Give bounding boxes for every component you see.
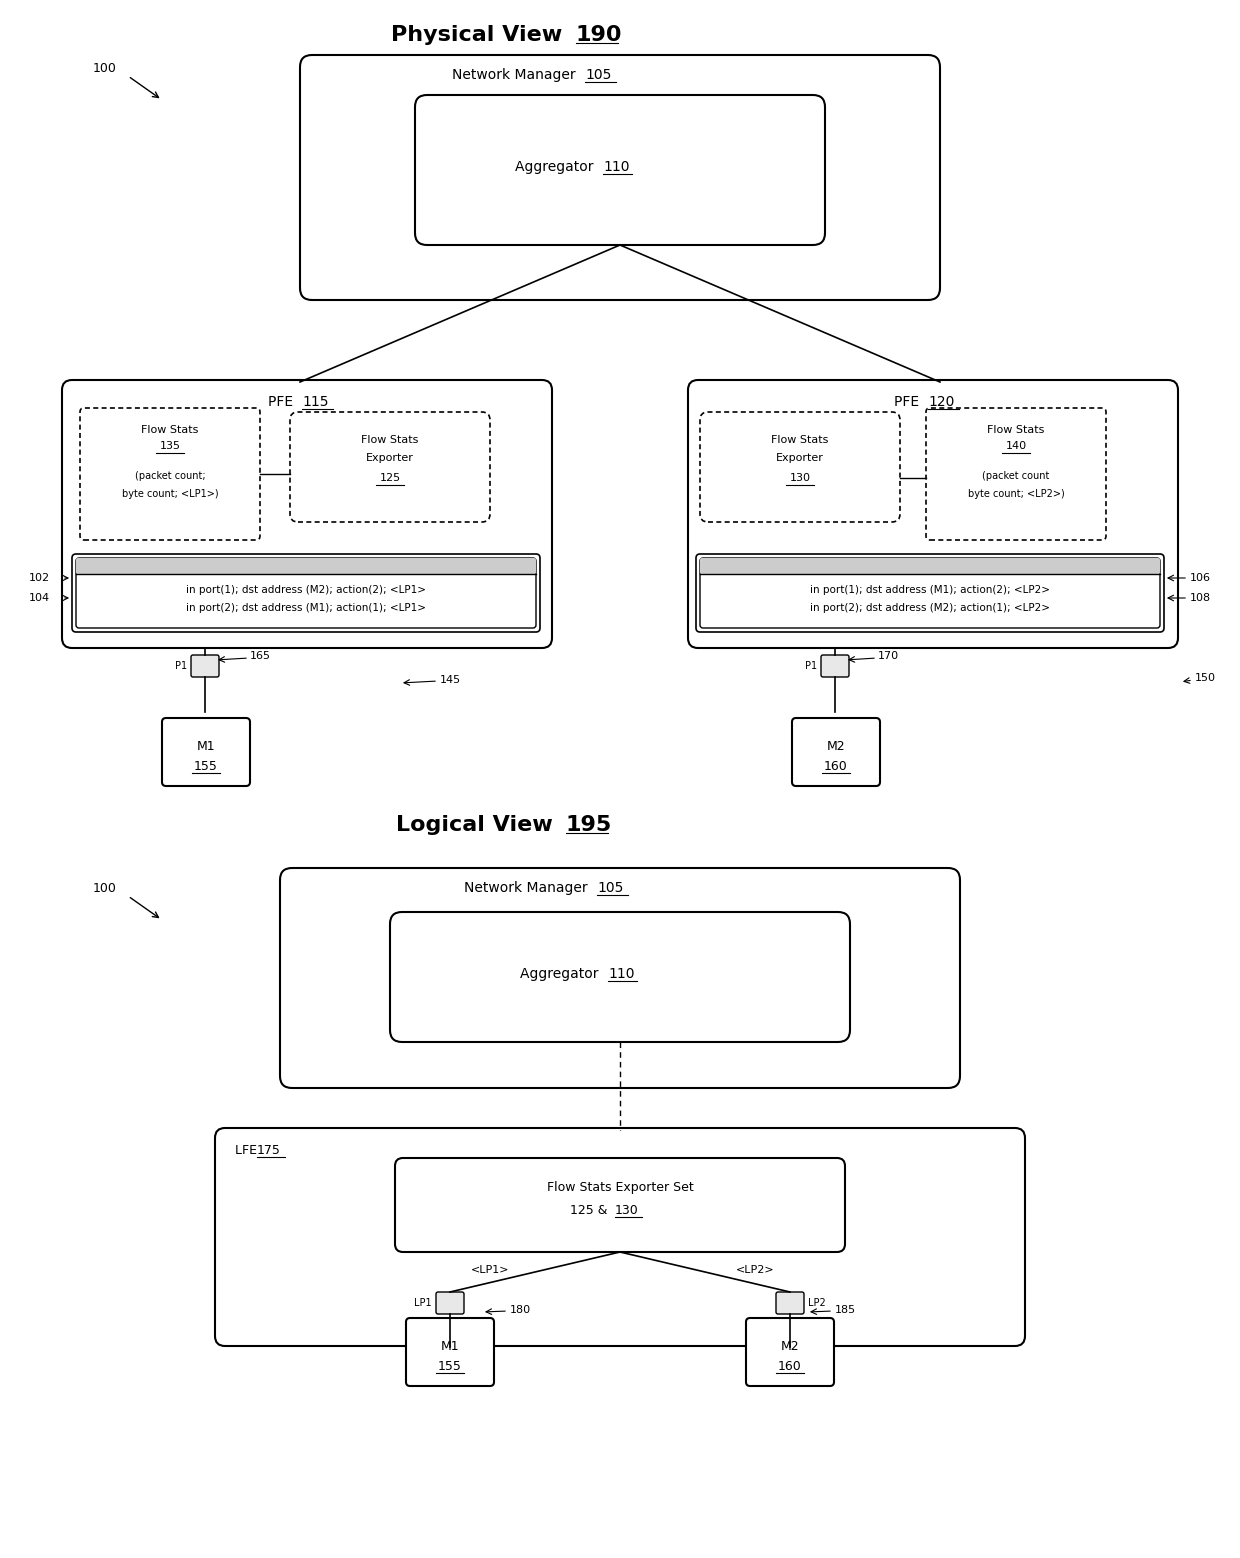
- Text: 106: 106: [1190, 573, 1211, 583]
- Text: M2: M2: [781, 1340, 800, 1352]
- Text: 140: 140: [1006, 441, 1027, 450]
- FancyBboxPatch shape: [76, 558, 536, 628]
- Text: (packet count;: (packet count;: [135, 471, 206, 481]
- Text: Flow Stats Exporter Set: Flow Stats Exporter Set: [547, 1181, 693, 1195]
- Text: 135: 135: [160, 441, 181, 450]
- Text: Exporter: Exporter: [776, 453, 823, 463]
- FancyBboxPatch shape: [290, 411, 490, 522]
- FancyBboxPatch shape: [926, 408, 1106, 541]
- Text: 110: 110: [608, 968, 635, 982]
- Text: 170: 170: [878, 651, 899, 661]
- FancyBboxPatch shape: [300, 55, 940, 301]
- Text: 102: 102: [29, 573, 50, 583]
- Text: 125: 125: [379, 474, 401, 483]
- Text: 130: 130: [790, 474, 811, 483]
- Text: Flow Stats: Flow Stats: [987, 425, 1044, 435]
- Text: 115: 115: [303, 396, 329, 410]
- Text: Flow Stats: Flow Stats: [141, 425, 198, 435]
- Text: 150: 150: [1195, 673, 1216, 682]
- FancyBboxPatch shape: [391, 911, 849, 1042]
- Text: Exporter: Exporter: [366, 453, 414, 463]
- Text: Flow Stats: Flow Stats: [361, 435, 419, 446]
- Text: 104: 104: [29, 594, 50, 603]
- FancyBboxPatch shape: [76, 558, 536, 573]
- Text: 175: 175: [257, 1144, 281, 1156]
- FancyBboxPatch shape: [701, 411, 900, 522]
- FancyBboxPatch shape: [405, 1318, 494, 1387]
- Text: 155: 155: [195, 759, 218, 773]
- FancyBboxPatch shape: [415, 95, 825, 245]
- Text: byte count; <LP2>): byte count; <LP2>): [967, 489, 1064, 499]
- Text: Network Manager: Network Manager: [464, 880, 591, 894]
- FancyBboxPatch shape: [162, 718, 250, 785]
- Text: 100: 100: [93, 61, 117, 75]
- Text: in port(2); dst address (M1); action(1); <LP1>: in port(2); dst address (M1); action(1);…: [186, 603, 427, 612]
- FancyBboxPatch shape: [436, 1292, 464, 1313]
- Text: 145: 145: [440, 675, 461, 686]
- Text: byte count; <LP1>): byte count; <LP1>): [122, 489, 218, 499]
- Text: 120: 120: [928, 396, 955, 410]
- Text: 105: 105: [585, 69, 611, 83]
- FancyBboxPatch shape: [701, 558, 1159, 628]
- Text: M2: M2: [827, 740, 846, 753]
- FancyBboxPatch shape: [62, 380, 552, 648]
- Text: in port(2); dst address (M2); action(1); <LP2>: in port(2); dst address (M2); action(1);…: [810, 603, 1050, 612]
- Text: 185: 185: [835, 1306, 856, 1315]
- FancyBboxPatch shape: [688, 380, 1178, 648]
- Text: LP2: LP2: [808, 1298, 826, 1309]
- Text: 110: 110: [603, 160, 630, 174]
- Text: 160: 160: [779, 1360, 802, 1373]
- Text: Logical View: Logical View: [396, 815, 560, 835]
- Text: 125 &: 125 &: [570, 1203, 613, 1217]
- Text: P1: P1: [175, 661, 187, 671]
- FancyBboxPatch shape: [81, 408, 260, 541]
- Text: Flow Stats: Flow Stats: [771, 435, 828, 446]
- Text: Network Manager: Network Manager: [453, 69, 580, 83]
- FancyBboxPatch shape: [215, 1128, 1025, 1346]
- Text: M1: M1: [197, 740, 216, 753]
- Text: Aggregator: Aggregator: [520, 968, 603, 982]
- FancyBboxPatch shape: [696, 555, 1164, 633]
- Text: (packet count: (packet count: [982, 471, 1050, 481]
- FancyBboxPatch shape: [792, 718, 880, 785]
- Text: 100: 100: [93, 882, 117, 894]
- FancyBboxPatch shape: [396, 1158, 844, 1253]
- Text: in port(1); dst address (M1); action(2); <LP2>: in port(1); dst address (M1); action(2);…: [810, 584, 1050, 595]
- Text: Aggregator: Aggregator: [515, 160, 598, 174]
- Text: 130: 130: [615, 1203, 639, 1217]
- Text: <LP1>: <LP1>: [471, 1265, 510, 1274]
- FancyBboxPatch shape: [191, 654, 219, 678]
- FancyBboxPatch shape: [776, 1292, 804, 1313]
- FancyBboxPatch shape: [280, 868, 960, 1087]
- FancyBboxPatch shape: [701, 558, 1159, 573]
- Text: M1: M1: [440, 1340, 459, 1352]
- Text: 160: 160: [825, 759, 848, 773]
- Text: LP1: LP1: [414, 1298, 432, 1309]
- FancyBboxPatch shape: [72, 555, 539, 633]
- Text: 165: 165: [250, 651, 272, 661]
- Text: in port(1); dst address (M2); action(2); <LP1>: in port(1); dst address (M2); action(2);…: [186, 584, 427, 595]
- Text: 190: 190: [575, 25, 621, 45]
- Text: P1: P1: [805, 661, 817, 671]
- Text: PFE: PFE: [894, 396, 923, 410]
- Text: LFE: LFE: [236, 1144, 260, 1156]
- Text: PFE: PFE: [268, 396, 298, 410]
- Text: 105: 105: [596, 880, 624, 894]
- Text: Physical View: Physical View: [391, 25, 570, 45]
- Text: 180: 180: [510, 1306, 531, 1315]
- Text: 155: 155: [438, 1360, 463, 1373]
- FancyBboxPatch shape: [746, 1318, 835, 1387]
- Text: 108: 108: [1190, 594, 1211, 603]
- Text: 195: 195: [565, 815, 611, 835]
- FancyBboxPatch shape: [821, 654, 849, 678]
- Text: <LP2>: <LP2>: [735, 1265, 774, 1274]
